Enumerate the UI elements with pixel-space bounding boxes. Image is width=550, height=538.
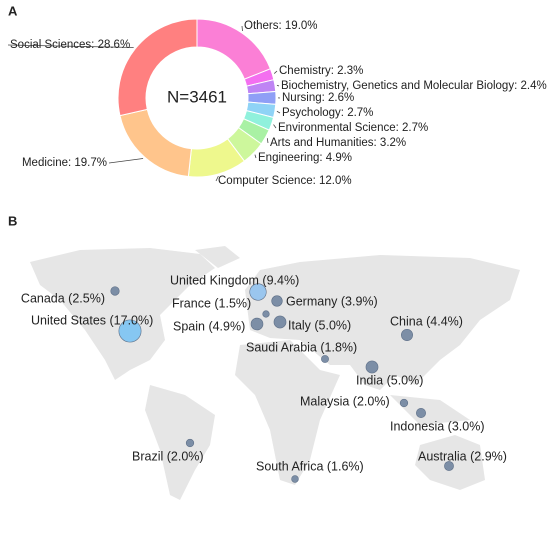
bubble-label: United Kingdom (9.4%) [170, 273, 299, 287]
bubble-label: United States (17.0%) [31, 313, 153, 327]
panel-label: B [8, 213, 17, 228]
leader-line [266, 138, 269, 144]
bubble-label: Saudi Arabia (1.8%) [246, 340, 357, 354]
slice-label: Psychology: 2.7% [282, 107, 373, 119]
bubble [185, 438, 195, 448]
bubble [444, 461, 454, 471]
bubble [401, 329, 413, 341]
bubble [249, 283, 267, 301]
bubble [399, 398, 409, 408]
center-label: N=3461 [167, 87, 227, 106]
bubble [110, 286, 120, 296]
slice-label: Arts and Humanities: 3.2% [270, 137, 406, 149]
bubble [365, 360, 379, 374]
world-map [30, 246, 520, 500]
bubble [250, 317, 264, 331]
bubble [118, 319, 142, 343]
bubble-label: Australia (2.9%) [418, 449, 507, 463]
slice-label: Chemistry: 2.3% [279, 65, 363, 77]
leader-line [7, 44, 134, 48]
leader-line [108, 158, 144, 164]
slice-label: Social Sciences: 28.6% [10, 39, 130, 51]
bubble-label: China (4.4%) [390, 314, 463, 328]
slice-label: Environmental Science: 2.7% [278, 122, 428, 134]
bubble-label: South Africa (1.6%) [256, 459, 364, 473]
bubble-label: Canada (2.5%) [21, 291, 105, 305]
bubble-label: India (5.0%) [356, 373, 423, 387]
leader-line [276, 110, 281, 114]
bubble [291, 475, 299, 483]
slice-label: Engineering: 4.9% [258, 152, 352, 164]
panel-label: A [8, 3, 18, 18]
bubble-label: Indonesia (3.0%) [390, 419, 485, 433]
bubble [262, 310, 270, 318]
slice-label: Nursing: 2.6% [282, 92, 354, 104]
bubble [321, 355, 329, 363]
leader-line [273, 70, 278, 74]
bubble [273, 315, 287, 329]
slice-label: Computer Science: 12.0% [218, 175, 352, 187]
leader-line [254, 154, 257, 159]
bubble-label: Italy (5.0%) [288, 318, 351, 332]
bubble-label: Germany (3.9%) [286, 294, 378, 308]
bubble-label: Brazil (2.0%) [132, 449, 204, 463]
bubble-label: Malaysia (2.0%) [300, 394, 390, 408]
bubble [416, 408, 426, 418]
slice-label: Medicine: 19.7% [22, 157, 107, 169]
leader-line [273, 124, 277, 129]
pie-slice [117, 18, 198, 117]
bubble-label: France (1.5%) [172, 296, 251, 310]
leader-line [276, 84, 280, 87]
bubble-label: Spain (4.9%) [173, 319, 245, 333]
pie-slice [119, 108, 192, 178]
slice-label: Others: 19.0% [244, 20, 318, 32]
leader-line [215, 175, 219, 182]
slice-label: Biochemistry, Genetics and Molecular Bio… [281, 80, 547, 92]
bubble [271, 295, 283, 307]
